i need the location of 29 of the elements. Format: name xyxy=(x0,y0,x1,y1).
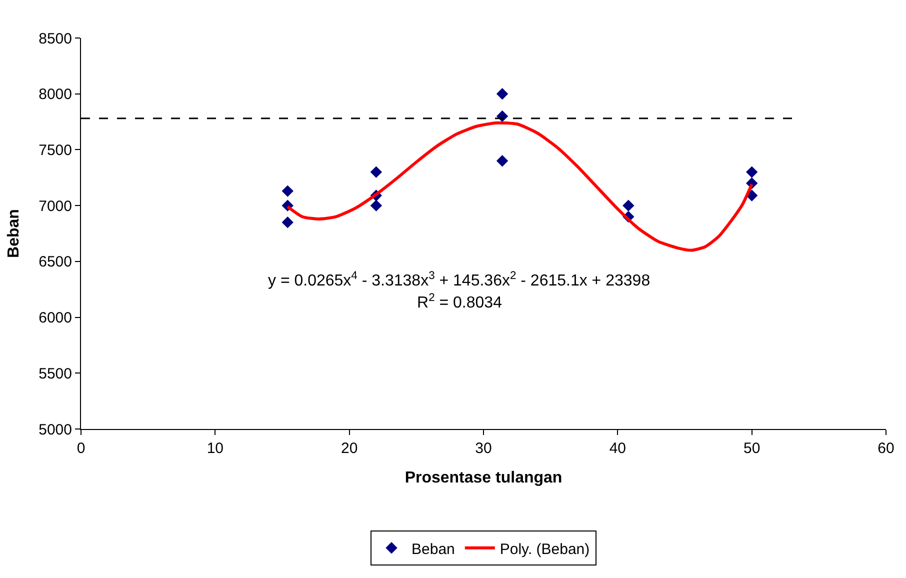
x-tick-label: 30 xyxy=(475,440,492,457)
point xyxy=(282,216,294,228)
point xyxy=(370,166,382,178)
annotation: y = 0.0265x$^{4}$ - 3.3138x$^{3}$ + 145.36x$^{2}$ - 2615.1x + 23398 xyxy=(268,270,650,290)
y-tick-label: 7500 xyxy=(38,142,72,159)
x-tick-label: 20 xyxy=(340,440,358,457)
y-tick-label: 6500 xyxy=(38,254,72,271)
point xyxy=(622,200,634,212)
legend-label: Beban xyxy=(412,540,455,558)
y-axis-title: Beban xyxy=(6,209,23,258)
legend-label: Poly. (Beban) xyxy=(500,540,590,558)
point xyxy=(496,155,508,167)
point xyxy=(282,185,294,197)
x-tick-label: 50 xyxy=(743,440,760,457)
y-tick-label: 6000 xyxy=(38,310,72,327)
y-tick-label: 7000 xyxy=(38,198,72,215)
x-axis-title: Prosentase tulangan xyxy=(404,470,562,487)
x-tick-label: 40 xyxy=(609,440,626,457)
y-tick-label: 5000 xyxy=(38,421,72,438)
x-tick-label: 60 xyxy=(878,440,894,457)
x-tick-label: 0 xyxy=(76,440,86,457)
x-tick-label: 10 xyxy=(206,440,224,457)
y-tick-label: 5500 xyxy=(38,365,72,382)
y-tick-label: 8000 xyxy=(38,86,72,104)
point xyxy=(370,200,382,212)
point xyxy=(496,88,508,100)
annotation: R$^{2}$ = 0.8034 xyxy=(417,292,502,312)
point xyxy=(746,166,758,178)
y-tick-label: 8500 xyxy=(38,30,72,48)
